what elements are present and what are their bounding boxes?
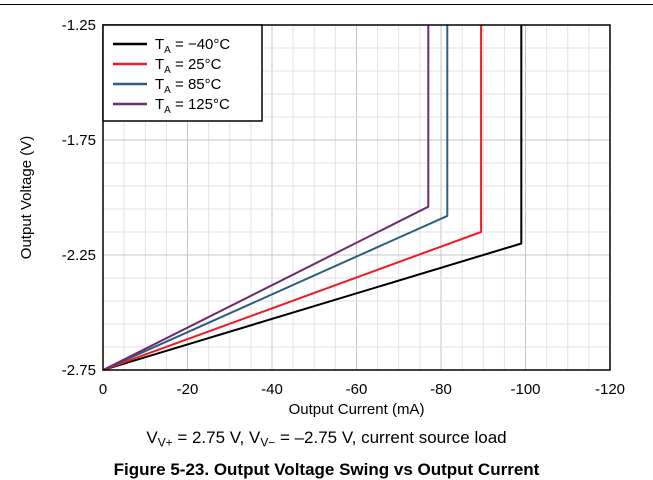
x-tick-label: -60 [346, 381, 368, 398]
x-tick-label: -80 [430, 381, 452, 398]
x-tick-label: 0 [99, 381, 107, 398]
y-tick-label: -1.25 [62, 17, 96, 34]
y-tick-label: -2.25 [62, 247, 96, 264]
test-condition: VV+ = 2.75 V, VV− = –2.75 V, current sou… [0, 428, 653, 448]
x-tick-label: -120 [595, 381, 625, 398]
x-tick-label: -20 [177, 381, 199, 398]
figure-caption: Figure 5-23. Output Voltage Swing vs Out… [0, 460, 653, 480]
x-tick-label: -100 [510, 381, 540, 398]
x-tick-label: -40 [261, 381, 283, 398]
legend: TA = −40°CTA = 25°CTA = 85°CTA = 125°C [103, 25, 262, 121]
y-axis-label: Output Voltage (V) [18, 136, 35, 259]
y-tick-label: -1.75 [62, 132, 96, 149]
x-axis-label: Output Current (mA) [289, 401, 425, 418]
y-tick-label: -2.75 [62, 362, 96, 379]
output-voltage-chart: 0 -20 -40 -60 -80 -100 -120 -1.25 -1.75 -2.25 -2.7… [0, 0, 653, 426]
